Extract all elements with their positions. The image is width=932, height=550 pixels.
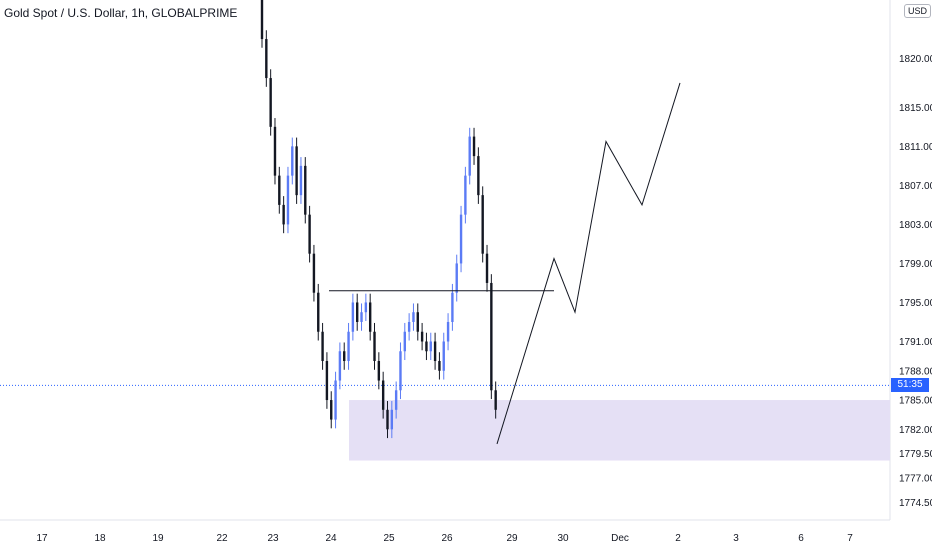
candle-body (381, 380, 385, 410)
x-tick-label: 23 (267, 533, 279, 544)
x-tick-label: 18 (94, 533, 106, 544)
y-tick-label: 1782.00 (899, 425, 932, 436)
candle-body (330, 400, 333, 420)
candle-body (351, 302, 355, 332)
candle-body (386, 409, 389, 430)
x-tick-label: 19 (152, 533, 164, 544)
candle-body (368, 302, 372, 332)
candle-body (451, 292, 454, 322)
candle-body (446, 321, 450, 342)
candle-body (485, 253, 489, 283)
candle-body (403, 331, 406, 352)
candle-body (433, 341, 437, 362)
candle-body (269, 78, 272, 127)
x-tick-label: 17 (36, 533, 48, 544)
candle-body (334, 380, 337, 420)
candle-body (291, 146, 294, 176)
x-tick-label: 26 (441, 533, 453, 544)
candle-body (494, 390, 497, 410)
candle-body (321, 331, 324, 362)
x-tick-label: 7 (847, 533, 853, 544)
candle-body (394, 390, 398, 410)
candle-body (399, 351, 402, 391)
candle-body (304, 165, 307, 215)
candle-body (282, 204, 285, 225)
candle-body (265, 39, 268, 79)
candle-body (338, 351, 342, 381)
x-tick-label: 6 (798, 533, 804, 544)
candle-body (477, 156, 480, 196)
candle-body (317, 292, 320, 332)
candle-body (347, 331, 350, 362)
candle-body (468, 136, 471, 176)
candle-body (481, 195, 484, 254)
candle-body (442, 341, 445, 371)
candle-body (308, 214, 311, 254)
candle-body (325, 361, 329, 401)
candle-body (407, 321, 411, 332)
candle-body (373, 331, 376, 362)
candle-body (455, 263, 458, 293)
candle-body (464, 175, 467, 215)
candle-body (472, 136, 476, 157)
x-tick-label: 3 (733, 533, 739, 544)
candle-body (438, 361, 441, 371)
candle-body (299, 165, 303, 196)
candle-body (273, 126, 277, 176)
y-tick-label: 1811.00 (899, 142, 932, 153)
candle-body (343, 351, 346, 362)
y-tick-label: 1791.00 (899, 337, 932, 348)
x-tick-label: 30 (557, 533, 569, 544)
candle-body (459, 214, 463, 264)
candle-body (425, 341, 428, 352)
candle-body (356, 302, 359, 322)
projection-path (496, 82, 681, 445)
y-tick-label: 1803.00 (899, 220, 932, 231)
candle-body (416, 312, 419, 332)
y-tick-label: 1779.50 (899, 449, 932, 460)
currency-badge[interactable]: USD (904, 4, 932, 18)
demand-zone (349, 400, 890, 461)
candle-body (390, 409, 394, 430)
x-tick-label: 2 (675, 533, 681, 544)
candle-body (360, 312, 363, 322)
candle-body (412, 312, 415, 322)
candle-body (278, 175, 281, 205)
y-tick-label: 1795.00 (899, 298, 932, 309)
y-tick-label: 1807.00 (899, 181, 932, 192)
x-tick-label: 22 (216, 533, 228, 544)
candle-body (295, 146, 298, 196)
x-tick-label: 25 (383, 533, 395, 544)
y-tick-label: 1815.00 (899, 103, 932, 114)
y-tick-label: 1774.50 (899, 498, 932, 509)
x-tick-label: 29 (506, 533, 518, 544)
candle-body (364, 302, 368, 313)
candle-body (286, 175, 290, 225)
chart-title: Gold Spot / U.S. Dollar, 1h, GLOBALPRIME (4, 6, 238, 20)
candle-body (260, 0, 264, 40)
countdown-flag: 51:35 (891, 378, 929, 392)
candle-body (377, 361, 381, 381)
x-tick-label: Dec (611, 533, 629, 544)
candle-body (490, 282, 493, 391)
y-tick-label: 1799.00 (899, 259, 932, 270)
y-tick-label: 1777.00 (899, 474, 932, 485)
candle-body (420, 331, 424, 342)
y-tick-label: 1788.00 (899, 366, 932, 377)
y-tick-label: 1785.00 (899, 396, 932, 407)
y-tick-label: 1820.00 (899, 54, 932, 65)
candle-body (312, 253, 316, 293)
candle-body (429, 341, 432, 352)
x-tick-label: 24 (325, 533, 337, 544)
